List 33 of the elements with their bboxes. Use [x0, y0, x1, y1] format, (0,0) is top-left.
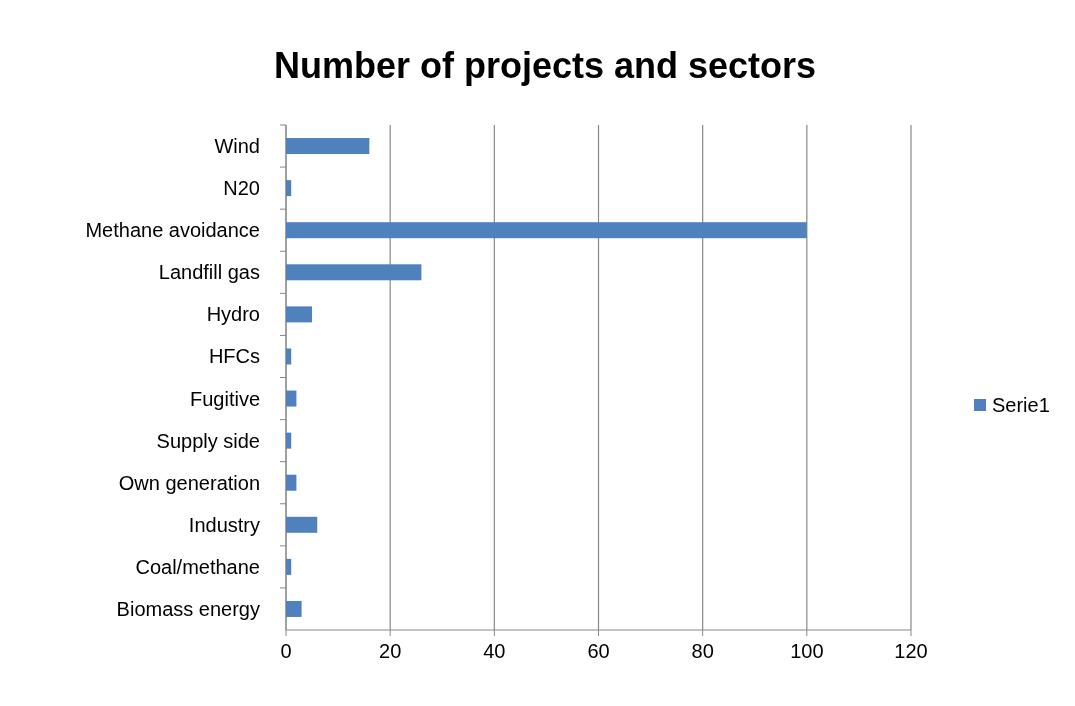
- y-tick-label: HFCs: [208, 345, 260, 368]
- y-tick-label: Hydro: [206, 303, 260, 326]
- x-tick-label: 40: [483, 640, 506, 662]
- y-tick-label: Own generation: [118, 471, 260, 494]
- bar: [286, 264, 422, 281]
- bar: [286, 432, 292, 449]
- legend-label: Serie1: [992, 394, 1050, 416]
- bar: [286, 180, 292, 197]
- y-tick-label: Fugitive: [189, 387, 260, 410]
- x-tick-label: 60: [587, 640, 610, 662]
- y-tick-label: Industry: [188, 513, 260, 536]
- x-tick-label: 20: [379, 640, 402, 662]
- y-tick-label: Methane avoidance: [85, 219, 260, 242]
- y-tick-label: Landfill gas: [158, 261, 260, 284]
- bar: [286, 306, 313, 323]
- bar: [286, 600, 302, 617]
- x-tick-label: 80: [691, 640, 714, 662]
- y-tick-label: Wind: [214, 135, 260, 158]
- y-tick-label: Coal/methane: [135, 555, 260, 578]
- bar: [286, 390, 297, 407]
- bar: [286, 474, 297, 491]
- bar: [286, 348, 292, 365]
- y-tick-label: Biomass energy: [116, 597, 260, 620]
- x-tick-label: 100: [790, 640, 824, 662]
- chart-title: Number of projects and sectors: [273, 45, 817, 86]
- y-tick-label: Supply side: [156, 429, 260, 452]
- x-tick-label: 0: [280, 640, 292, 662]
- bar: [286, 516, 318, 533]
- bar: [286, 558, 292, 575]
- y-tick-label: N20: [223, 177, 260, 200]
- bar: [286, 222, 807, 239]
- x-tick-label: 120: [894, 640, 928, 662]
- bar: [286, 138, 370, 155]
